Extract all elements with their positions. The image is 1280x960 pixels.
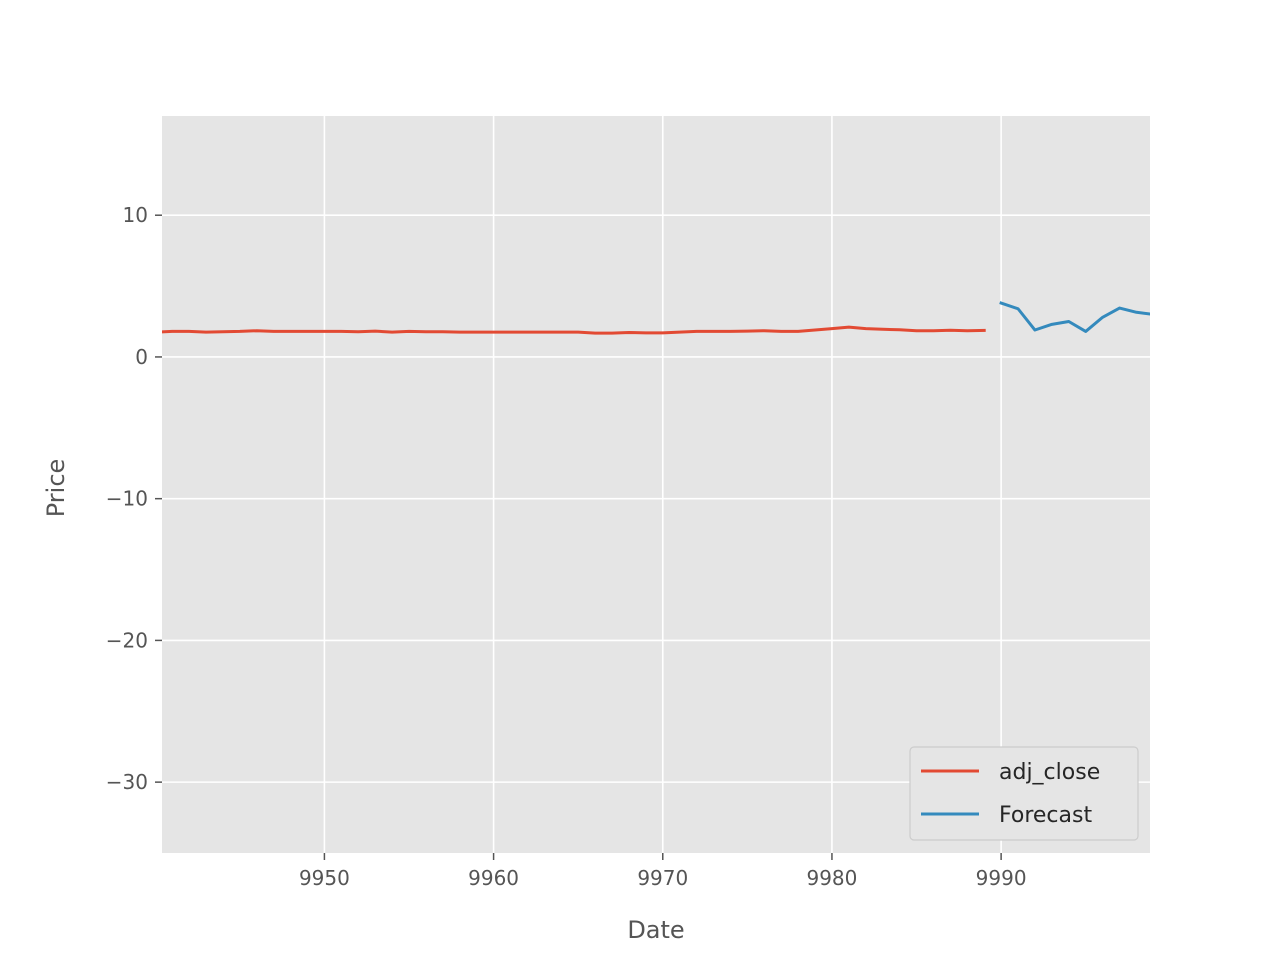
y-tick-label: 10 — [123, 203, 148, 227]
y-axis-label: Price — [42, 459, 70, 518]
x-tick-label: 9990 — [976, 866, 1027, 890]
y-axis-ticks: −30 −20 −10 0 10 — [106, 203, 162, 794]
y-tick-label: −20 — [106, 628, 148, 652]
series-line-adj-close — [162, 325, 986, 335]
y-tick-label: −30 — [106, 770, 148, 794]
series-line-forecast — [999, 301, 1150, 333]
x-axis-label: Date — [627, 916, 684, 944]
y-tick-label: −10 — [106, 487, 148, 511]
legend: adj_close Forecast — [909, 746, 1139, 841]
x-tick-label: 9960 — [468, 866, 519, 890]
x-tick-label: 9970 — [637, 866, 688, 890]
series-layer — [162, 301, 1150, 335]
x-tick-label: 9950 — [299, 866, 350, 890]
grid — [162, 116, 1150, 853]
legend-label-forecast: Forecast — [999, 803, 1092, 828]
plot-background — [162, 116, 1150, 853]
legend-label-adj-close: adj_close — [999, 760, 1100, 785]
y-tick-label: 0 — [135, 345, 148, 369]
x-tick-label: 9980 — [806, 866, 857, 890]
x-axis-ticks: 9950 9960 9970 9980 9990 — [299, 853, 1027, 890]
